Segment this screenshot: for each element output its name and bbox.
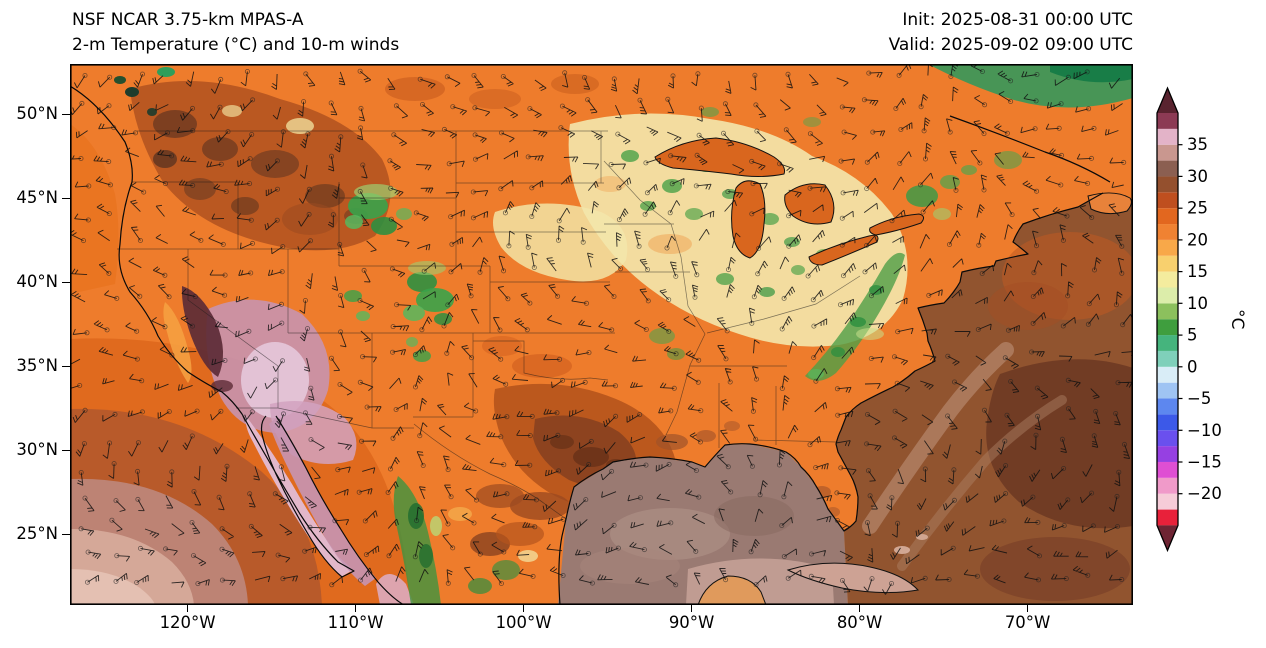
x-axis-tick-mark	[522, 605, 525, 612]
map-canvas	[70, 64, 1133, 605]
colorbar-tick-label: −15	[1187, 453, 1222, 472]
init-time-label: Init: 2025-08-31 00:00 UTC	[902, 10, 1133, 30]
station-circles-layer	[77, 68, 1128, 588]
colorbar-segment	[1157, 303, 1178, 320]
colorbar-segment	[1157, 461, 1178, 478]
y-axis-tick-mark	[62, 449, 70, 452]
x-axis-tick-label: 120°W	[159, 613, 216, 632]
colorbar-tick-label: 0	[1187, 357, 1198, 376]
state-borders-layer	[117, 130, 861, 520]
colorbar-tick-label: −20	[1187, 484, 1222, 503]
y-axis-tick-label: 35°N	[16, 356, 58, 376]
colorbar-under-arrow	[1157, 525, 1178, 551]
coastline-layer	[70, 85, 1111, 605]
colorbar-segment	[1157, 113, 1178, 129]
colorbar-frame	[1156, 86, 1179, 553]
colorbar-segment	[1157, 160, 1178, 177]
colorbar-segment	[1157, 176, 1178, 193]
y-axis-tick-mark	[62, 533, 70, 536]
y-axis-tick-mark	[62, 365, 70, 368]
great-lakes-layer	[654, 137, 925, 266]
colorbar-segment	[1157, 128, 1178, 145]
map-frame	[70, 64, 1133, 605]
x-axis-tick-label: 100°W	[495, 613, 552, 632]
colorbar-over-arrow	[1157, 88, 1178, 113]
wind-barbs-layer	[70, 64, 1133, 595]
x-axis-tick-label: 80°W	[836, 613, 883, 632]
colorbar-segment	[1157, 144, 1178, 161]
colorbar-segment	[1157, 398, 1178, 415]
colorbar-segment	[1157, 335, 1178, 351]
y-axis-tick-label: 30°N	[16, 440, 58, 460]
x-axis-tick-mark	[186, 605, 189, 612]
y-axis-tick-label: 50°N	[16, 104, 58, 124]
colorbar-segment	[1157, 366, 1178, 383]
y-axis-tick-label: 25°N	[16, 524, 58, 544]
ocean-water-layer	[558, 192, 1133, 605]
colorbar-tick-label: 10	[1187, 294, 1208, 313]
colorbar-unit-label: °C	[1227, 309, 1247, 329]
y-axis-tick-mark	[62, 113, 70, 116]
map-plot-area	[70, 64, 1133, 605]
colorbar-segment	[1157, 271, 1178, 288]
colorbar-segment	[1157, 224, 1178, 240]
y-axis-tick-label: 40°N	[16, 272, 58, 292]
y-axis-tick-mark	[62, 197, 70, 200]
colorbar-tick-label: 15	[1187, 262, 1208, 281]
colorbar-tick-label: −10	[1187, 421, 1222, 440]
colorbar-tick-label: 5	[1187, 326, 1198, 345]
colorbar-tick-label: 20	[1187, 230, 1208, 249]
colorbar-tick-label: 35	[1187, 135, 1208, 154]
colorbar-segment	[1157, 509, 1178, 526]
colorbar-segment	[1157, 430, 1178, 447]
y-axis-tick-label: 45°N	[16, 188, 58, 208]
colorbar-segment	[1157, 446, 1178, 462]
x-axis-tick-label: 110°W	[327, 613, 384, 632]
colorbar-segment	[1157, 239, 1178, 256]
colorbar-segment	[1157, 493, 1178, 510]
model-title: NSF NCAR 3.75-km MPAS-A	[72, 10, 304, 30]
colorbar-segment	[1157, 382, 1178, 399]
colorbar-segment	[1157, 477, 1178, 494]
x-axis-tick-mark	[354, 605, 357, 612]
colorbar-tick-label: 30	[1187, 167, 1208, 186]
colorbar-segment	[1157, 319, 1178, 336]
y-axis-tick-mark	[62, 281, 70, 284]
x-axis-tick-mark	[858, 605, 861, 612]
colorbar-segment	[1157, 192, 1178, 209]
colorbar-segment	[1157, 255, 1178, 272]
colorbar-segment	[1157, 414, 1178, 431]
x-axis-tick-label: 70°W	[1004, 613, 1051, 632]
x-axis-tick-mark	[690, 605, 693, 612]
x-axis-tick-label: 90°W	[668, 613, 715, 632]
figure-title-block: NSF NCAR 3.75-km MPAS-A 2-m Temperature …	[72, 8, 399, 58]
figure-time-block: Init: 2025-08-31 00:00 UTC Valid: 2025-0…	[889, 8, 1133, 58]
colorbar-segment	[1157, 287, 1178, 304]
colorbar-segment	[1157, 350, 1178, 367]
field-title: 2-m Temperature (°C) and 10-m winds	[72, 35, 400, 55]
colorbar: 35 30 25 20 15 10 5 0 −5 −10 −15 −20 °C	[1156, 86, 1247, 553]
x-axis-tick-mark	[1026, 605, 1029, 612]
colorbar-tick-label: −5	[1187, 389, 1211, 408]
colorbar-segment	[1157, 208, 1178, 225]
valid-time-label: Valid: 2025-09-02 09:00 UTC	[888, 35, 1133, 55]
colorbar-tick-label: 25	[1187, 199, 1208, 218]
